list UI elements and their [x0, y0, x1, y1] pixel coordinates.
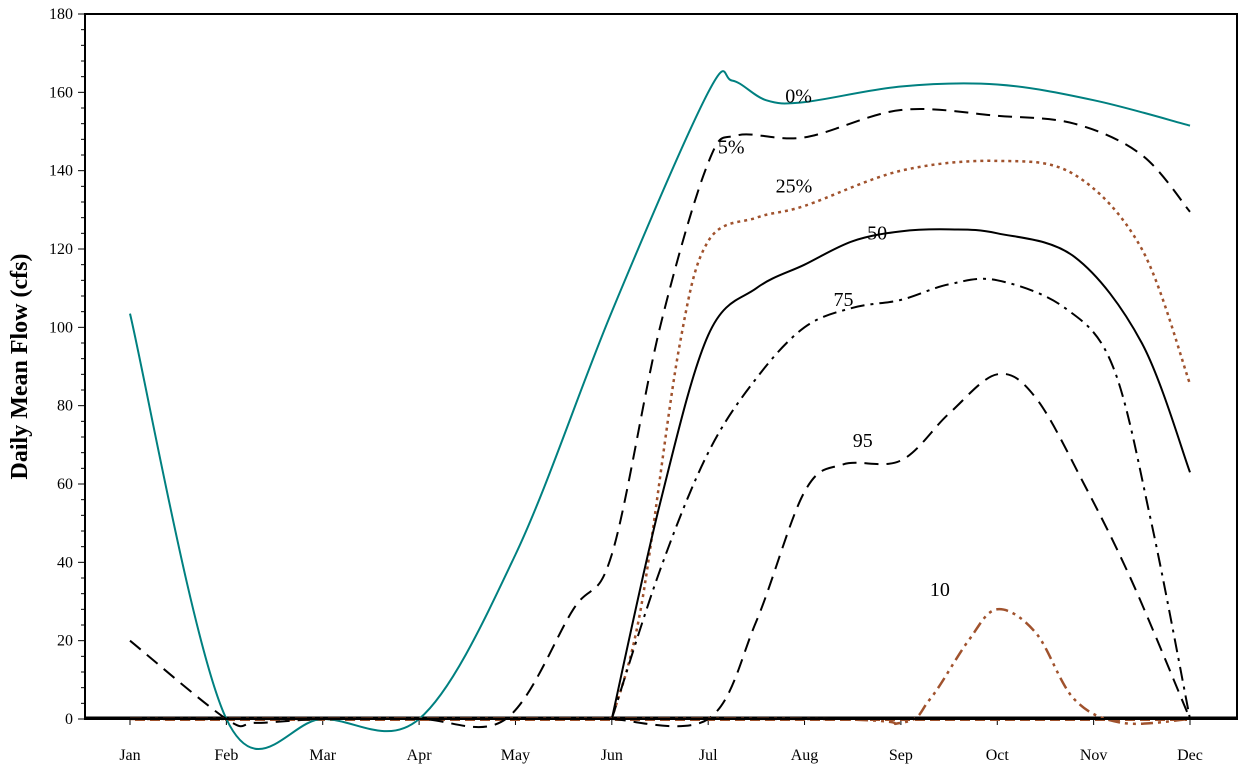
series-label-0pct: 0% [785, 85, 812, 107]
y-tick-label: 160 [49, 84, 73, 101]
y-tick-label: 180 [49, 6, 73, 23]
y-axis-title: Daily Mean Flow (cfs) [7, 254, 33, 480]
x-tick-label-sep: Sep [889, 747, 913, 764]
series-label-10: 10 [930, 579, 950, 601]
series-line-50 [610, 228, 1191, 720]
series-label-75: 75 [833, 289, 853, 311]
series-layer [85, 70, 1237, 750]
y-tick-label: 140 [49, 163, 73, 180]
series-line-75 [610, 277, 1191, 720]
x-tick-label-apr: Apr [407, 747, 433, 764]
y-axis-title-group: Daily Mean Flow (cfs) [7, 254, 33, 480]
x-tick-label-jun: Jun [601, 747, 623, 764]
series-line-95 [611, 372, 1191, 728]
x-tick-label-jul: Jul [699, 747, 718, 764]
y-tick-label: 100 [49, 319, 73, 336]
ticks-layer: 0 20 40 60 80 100 120 140 160 180 Jan Feb Mar Apr May J… [49, 6, 1203, 764]
plot-area-frame [84, 13, 1238, 720]
series-line-5pct [129, 108, 1191, 729]
series-label-50: 50 [867, 223, 887, 245]
series-labels-layer: 0% 5% 25% 50 75 95 10 [718, 85, 950, 601]
x-tick-label-jan: Jan [119, 747, 140, 764]
series-label-5pct: 5% [718, 136, 745, 158]
x-tick-label-mar: Mar [309, 747, 336, 764]
series-label-95: 95 [853, 430, 873, 452]
y-tick-label: 60 [57, 476, 73, 493]
y-tick-label: 0 [65, 711, 73, 728]
series-line-25pct [610, 159, 1192, 720]
y-tick-label: 80 [57, 398, 73, 415]
series-line-10 [129, 608, 1191, 726]
x-tick-label-nov: Nov [1080, 747, 1108, 764]
y-tick-label: 20 [57, 633, 73, 650]
series-label-25pct: 25% [776, 176, 813, 198]
x-tick-label-feb: Feb [214, 747, 238, 764]
y-tick-label: 120 [49, 241, 73, 258]
y-tick-label: 40 [57, 554, 73, 571]
x-tick-label-aug: Aug [791, 747, 819, 764]
series-line-0pct [129, 70, 1191, 750]
x-tick-label-may: May [501, 747, 530, 764]
x-tick-label-oct: Oct [986, 747, 1010, 764]
x-tick-label-dec: Dec [1177, 747, 1203, 764]
